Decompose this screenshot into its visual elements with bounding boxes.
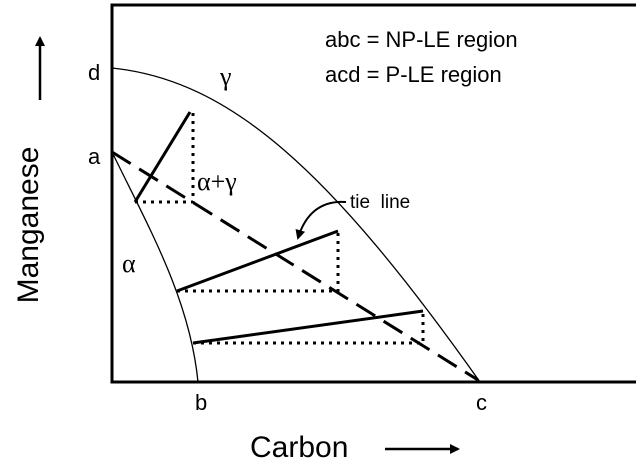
region-label: α+γ bbox=[197, 167, 237, 196]
region-label: γ bbox=[219, 62, 232, 91]
gamma-boundary bbox=[111, 67, 481, 383]
point-label: a bbox=[88, 144, 101, 169]
point-label: d bbox=[88, 60, 100, 85]
dotted-line bbox=[135, 112, 195, 204]
dotted-line bbox=[177, 231, 340, 293]
tie-line bbox=[176, 229, 339, 293]
y-axis-label: Manganese bbox=[12, 147, 45, 304]
point-label: b bbox=[195, 390, 207, 415]
x-axis-label: Carbon bbox=[250, 431, 348, 464]
alpha-boundary bbox=[111, 151, 199, 383]
region-label: α bbox=[122, 249, 136, 278]
point-label: c bbox=[476, 390, 487, 415]
tie-lines bbox=[133, 111, 424, 345]
legend-text: abc = NP-LE region bbox=[325, 27, 518, 52]
frame bbox=[110, 3, 636, 384]
dotted-lines bbox=[135, 112, 425, 345]
legend-text: acd = P-LE region bbox=[325, 62, 502, 87]
annotation: tie line bbox=[350, 192, 410, 213]
tie-line bbox=[192, 309, 424, 345]
tie-line bbox=[133, 111, 192, 203]
annotation-arrow bbox=[295, 200, 347, 240]
